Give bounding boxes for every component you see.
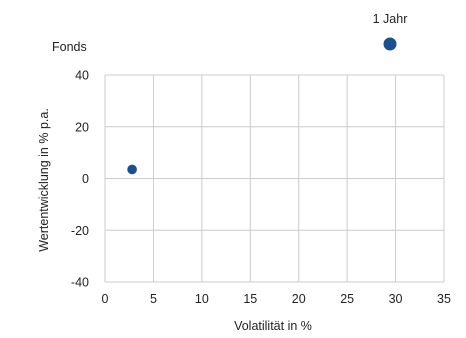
x-tick-label: 35 bbox=[437, 292, 451, 306]
grid-layer bbox=[104, 74, 445, 283]
x-tick-label: 20 bbox=[292, 292, 306, 306]
x-tick-label: 25 bbox=[340, 292, 354, 306]
y-tick-label: 40 bbox=[75, 69, 89, 83]
x-axis-label: Volatilität in % bbox=[234, 319, 312, 333]
tick-labels: 0 5 10 15 20 25 30 35 40 20 0 -20 -40 bbox=[71, 69, 451, 307]
y-tick-label: 0 bbox=[82, 172, 89, 186]
y-tick-label: -40 bbox=[71, 276, 89, 290]
x-tick-label: 10 bbox=[195, 292, 209, 306]
y-tick-label: 20 bbox=[75, 120, 89, 134]
y-tick-label: -20 bbox=[71, 224, 89, 238]
x-tick-label: 15 bbox=[243, 292, 257, 306]
y-axis-label: Wertentwicklung in % p.a. bbox=[37, 108, 51, 252]
legend-marker-1-jahr bbox=[383, 37, 397, 51]
legend-label-fonds: Fonds bbox=[52, 40, 87, 54]
legend-label-1-jahr: 1 Jahr bbox=[373, 12, 408, 26]
x-tick-label: 30 bbox=[389, 292, 403, 306]
legend: 1 Jahr Fonds bbox=[52, 12, 407, 54]
x-tick-label: 5 bbox=[150, 292, 157, 306]
x-tick-label: 0 bbox=[102, 292, 109, 306]
data-points bbox=[127, 164, 137, 175]
data-point bbox=[127, 164, 137, 175]
